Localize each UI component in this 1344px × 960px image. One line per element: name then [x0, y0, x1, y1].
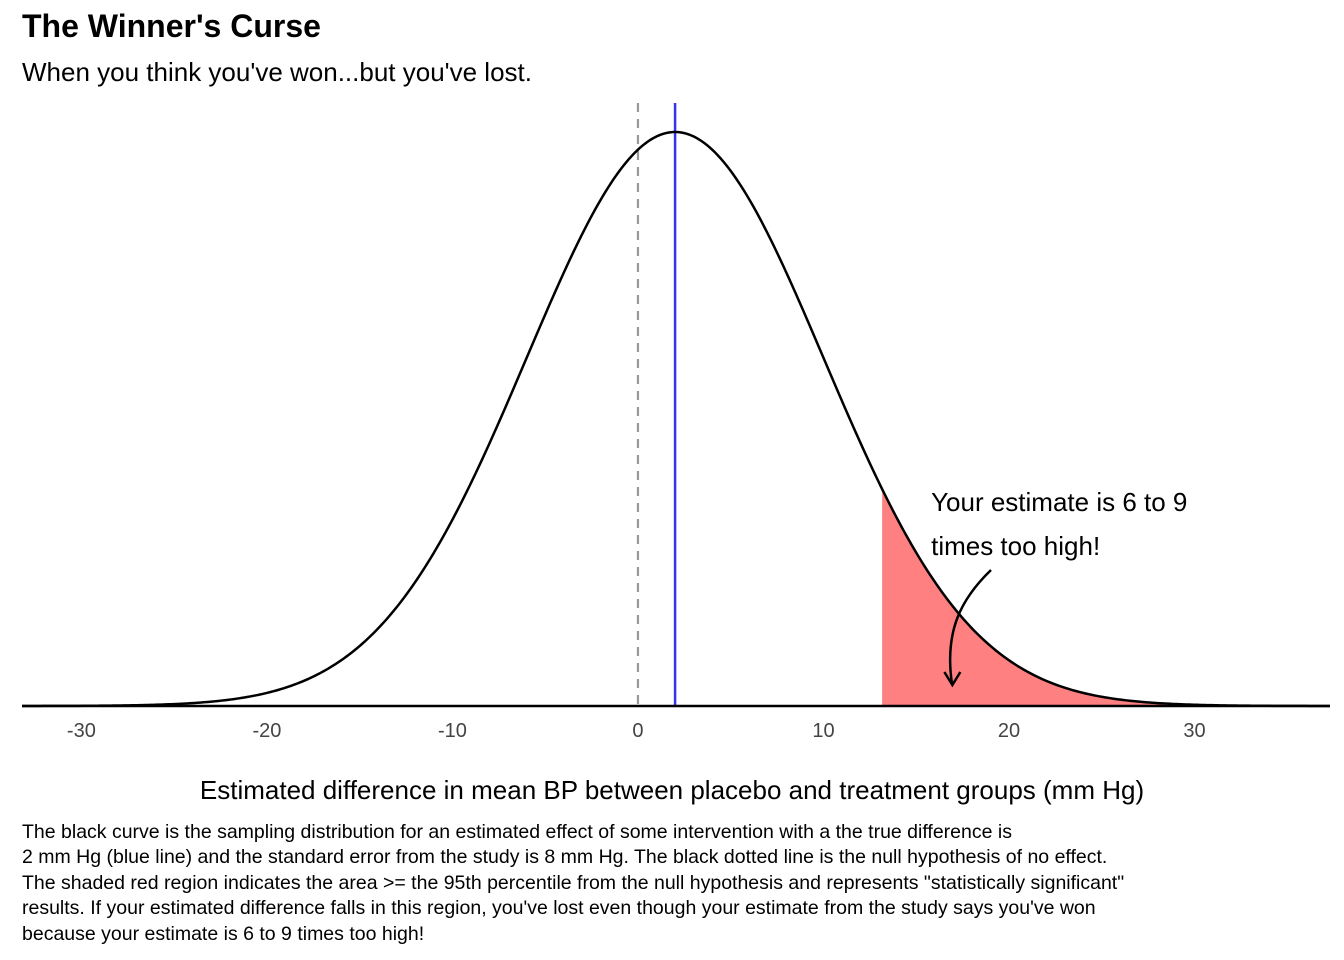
- caption-line: 2 mm Hg (blue line) and the standard err…: [22, 846, 1108, 869]
- significant-region-shade: [882, 489, 1330, 706]
- x-tick-label: 30: [1183, 720, 1205, 742]
- x-axis-label: Estimated difference in mean BP between …: [199, 775, 1145, 805]
- caption-line: results. If your estimated difference fa…: [22, 897, 1096, 920]
- sampling-distribution-curve: [22, 130, 1331, 708]
- x-tick-label: 10: [812, 720, 834, 742]
- caption-line: The black curve is the sampling distribu…: [22, 821, 1012, 843]
- annotation-arrow: [948, 569, 992, 685]
- chart-subtitle: When you think you've won...but you've l…: [22, 57, 532, 87]
- x-tick-label: 0: [632, 720, 643, 742]
- caption-line: The shaded red region indicates the area…: [22, 871, 1125, 894]
- annotation-text-line-2: times too high!: [931, 531, 1100, 561]
- x-tick-label: -30: [67, 720, 96, 742]
- annotation-arrowhead: [943, 671, 962, 688]
- chart-caption: The black curve is the sampling distribu…: [22, 820, 1342, 947]
- chart-title: The Winner's Curse: [22, 8, 321, 44]
- x-axis-ticks: -30 -20 -10 0 10 20 30: [67, 720, 1206, 742]
- x-tick-label: -20: [252, 720, 281, 742]
- annotation-text-line-1: Your estimate is 6 to 9: [931, 487, 1187, 517]
- x-tick-label: 20: [998, 720, 1020, 742]
- x-tick-label: -10: [438, 720, 467, 742]
- caption-line: because your estimate is 6 to 9 times to…: [22, 922, 425, 945]
